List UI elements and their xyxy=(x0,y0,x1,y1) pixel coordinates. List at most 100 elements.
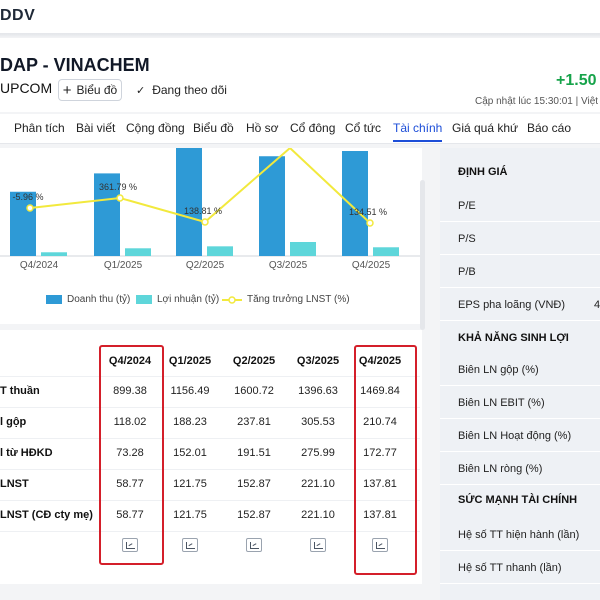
top-bar: DDV xyxy=(0,0,600,38)
table-cell: 188.23 xyxy=(173,416,207,428)
mini-chart-icon[interactable] xyxy=(310,538,326,552)
profit-bar[interactable] xyxy=(207,246,233,256)
metric-quick-ratio[interactable]: Hệ số TT nhanh (lần) xyxy=(440,552,600,584)
table-cell: 899.38 xyxy=(113,385,147,397)
table-cell: 221.10 xyxy=(301,509,335,521)
legend-growth-swatch xyxy=(222,295,242,304)
chart-button[interactable]: + Biểu đồ xyxy=(58,79,122,101)
table-cell: 152.87 xyxy=(237,509,271,521)
tab-chart[interactable]: Biểu đồ xyxy=(193,121,234,135)
column-header: Q2/2025 xyxy=(232,355,276,367)
metric-eps[interactable]: EPS pha loãng (VNĐ) xyxy=(440,289,600,321)
legend-revenue-label: Doanh thu (tỷ) xyxy=(67,294,131,305)
highlight-q4-2024 xyxy=(99,345,164,565)
chart-legend: Doanh thu (tỷ) Lợi nhuận (tỷ) Tăng trưởn… xyxy=(0,292,420,312)
financial-table: Q4/2024 Q1/2025 Q2/2025 Q3/2025 Q4/2025 … xyxy=(0,330,422,584)
metric-ps[interactable]: P/S xyxy=(440,223,600,255)
revenue-bar[interactable] xyxy=(94,173,120,256)
tab-financials[interactable]: Tài chính xyxy=(393,121,443,142)
chart-scrollbar[interactable] xyxy=(420,180,425,330)
row-label: l gộp xyxy=(0,416,27,428)
tab-price-history[interactable]: Giá quá khứ xyxy=(452,121,519,135)
follow-label: Đang theo dõi xyxy=(152,83,227,97)
financial-chart: Q4/2024 Q1/2025 Q2/2025 Q3/2025 Q4/2025 -5.96… xyxy=(0,146,420,271)
table-cell: 152.01 xyxy=(173,447,207,459)
mini-chart-icon[interactable] xyxy=(372,538,388,552)
revenue-bar[interactable] xyxy=(176,148,202,256)
financial-chart-card: Q4/2024 Q1/2025 Q2/2025 Q3/2025 Q4/2025 -5.96… xyxy=(0,146,422,324)
table-cell: 172.77 xyxy=(363,447,397,459)
tab-community[interactable]: Cộng đồng xyxy=(126,121,185,135)
growth-point[interactable] xyxy=(201,218,209,226)
mini-chart-icon[interactable] xyxy=(182,538,198,552)
column-header: Q4/2025 xyxy=(358,355,402,367)
company-name: DAP - VINACHEM xyxy=(0,55,150,75)
table-cell: 121.75 xyxy=(173,478,207,490)
table-cell: 1156.49 xyxy=(170,385,210,397)
table-cell: 305.53 xyxy=(301,416,335,428)
x-tick-label: Q2/2025 xyxy=(186,260,225,271)
legend-revenue-swatch xyxy=(46,295,62,304)
updated-timestamp: Cập nhật lúc 15:30:01 | Việt N xyxy=(475,96,600,107)
divider xyxy=(0,500,420,501)
plus-icon: + xyxy=(62,81,72,99)
table-cell: 137.81 xyxy=(363,478,397,490)
x-tick-label: Q1/2025 xyxy=(104,260,143,271)
table-cell: 137.81 xyxy=(363,509,397,521)
column-header: Q4/2024 xyxy=(108,355,152,367)
mini-chart-icon[interactable] xyxy=(122,538,138,552)
metric-pe[interactable]: P/E xyxy=(440,190,600,222)
tab-articles[interactable]: Bài viết xyxy=(76,121,116,135)
top-bar-shadow xyxy=(0,34,600,38)
table-cell: 58.77 xyxy=(116,509,144,521)
table-cell: 191.51 xyxy=(237,447,271,459)
tab-bar: Phân tích Bài viết Cộng đồng Biểu đồ Hồ … xyxy=(0,114,600,144)
metric-current-ratio[interactable]: Hệ số TT hiện hành (lần) xyxy=(440,519,600,551)
row-label: l từ HĐKD xyxy=(0,447,53,459)
row-label: LNST xyxy=(0,478,29,490)
column-header: Q3/2025 xyxy=(296,355,340,367)
legend-revenue[interactable]: Doanh thu (tỷ) xyxy=(46,294,130,305)
mini-chart-icon[interactable] xyxy=(246,538,262,552)
profit-bar[interactable] xyxy=(125,248,151,256)
tab-reports[interactable]: Báo cáo xyxy=(527,121,572,135)
x-tick-label: Q3/2025 xyxy=(269,260,308,271)
growth-point[interactable] xyxy=(26,204,34,212)
divider xyxy=(0,376,420,377)
growth-point[interactable] xyxy=(366,219,374,227)
divider xyxy=(0,438,420,439)
growth-data-label: 361.79 % xyxy=(99,182,137,192)
metric-operating-margin[interactable]: Biên LN Hoạt động (%) xyxy=(440,420,600,452)
growth-data-label: 134.51 % xyxy=(349,207,387,217)
legend-growth[interactable]: Tăng trưởng LNST (%) xyxy=(222,294,350,305)
table-cell: 121.75 xyxy=(173,509,207,521)
metric-net-margin[interactable]: Biên LN ròng (%) xyxy=(440,453,600,485)
revenue-bar[interactable] xyxy=(10,191,36,256)
tab-dividends[interactable]: Cổ tức xyxy=(345,121,382,135)
growth-point[interactable] xyxy=(116,194,124,202)
row-label: LNST (CĐ cty mẹ) xyxy=(0,509,93,521)
chart-button-label: Biểu đồ xyxy=(76,83,118,97)
growth-data-label: 138.81 % xyxy=(184,206,222,216)
table-cell: 118.02 xyxy=(113,416,147,428)
revenue-bar[interactable] xyxy=(259,156,285,256)
legend-profit[interactable]: Lợi nhuận (tỷ) xyxy=(136,294,219,305)
profit-bar[interactable] xyxy=(373,247,399,256)
follow-toggle[interactable]: ✓ Đang theo dõi xyxy=(136,83,227,97)
metric-gross-margin[interactable]: Biên LN gộp (%) xyxy=(440,354,600,386)
tab-shareholders[interactable]: Cổ đông xyxy=(290,121,336,135)
table-cell: 237.81 xyxy=(237,416,271,428)
metric-ebit-margin[interactable]: Biên LN EBIT (%) xyxy=(440,387,600,419)
table-cell: 58.77 xyxy=(116,478,144,490)
table-cell: 1469.84 xyxy=(360,385,400,397)
metric-pb[interactable]: P/B xyxy=(440,256,600,288)
table-cell: 275.99 xyxy=(301,447,335,459)
tab-profile[interactable]: Hồ sơ xyxy=(246,121,279,135)
table-cell: 1600.72 xyxy=(234,385,274,397)
table-cell: 73.28 xyxy=(116,447,144,459)
ticker-symbol: DDV xyxy=(0,7,36,24)
profit-bar[interactable] xyxy=(290,242,316,256)
tab-analysis[interactable]: Phân tích xyxy=(14,121,65,135)
revenue-bar[interactable] xyxy=(342,151,368,256)
profit-bar[interactable] xyxy=(41,252,67,256)
